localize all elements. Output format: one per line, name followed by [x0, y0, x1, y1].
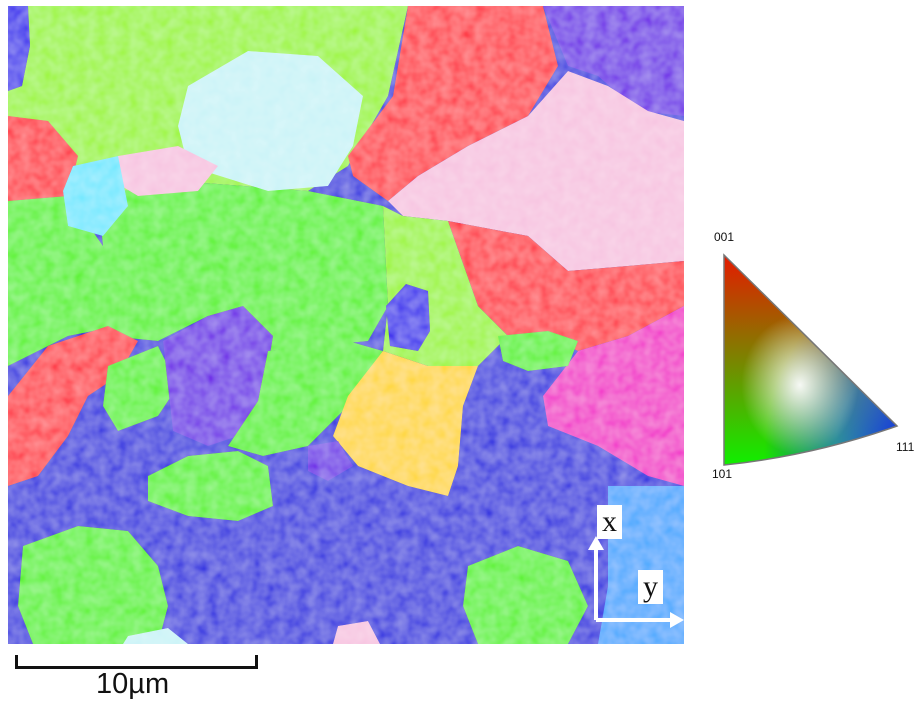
grain-violet-center-left [163, 306, 273, 446]
grain-green-bottom-left [18, 526, 168, 644]
scale-bar-label: 10µm [96, 668, 170, 700]
ipf-label-111: 111 [896, 440, 915, 454]
grain-pink-bottom [333, 621, 380, 644]
ebsd-orientation-map [8, 6, 684, 644]
x-axis-label: x [597, 505, 622, 539]
grain-green-left [8, 176, 118, 366]
grain-blue-small [386, 284, 430, 351]
grain-magenta-right [543, 306, 684, 486]
grain-green-mid-left [103, 346, 178, 431]
ipf-label-001: 001 [714, 230, 735, 244]
grain-violet-top-right [543, 6, 684, 116]
y-arrow-head-icon [670, 612, 684, 628]
grain-green-bottom-right [463, 546, 588, 644]
x-arrow-head-icon [588, 536, 604, 550]
grain-red-top [348, 6, 558, 201]
grain-light-cyan-top [178, 51, 363, 191]
grain-violet-small-bottom [308, 441, 353, 481]
grain-red-left [8, 326, 138, 486]
grain-pink-small [113, 146, 218, 196]
grain-green-center [98, 181, 388, 351]
grain-map-canvas [8, 6, 684, 644]
grain-cyan-left [63, 156, 128, 236]
scale-bar [15, 655, 258, 669]
y-axis-label: y [638, 570, 663, 604]
ipf-triangle [723, 253, 899, 466]
grain-green-center-low [228, 341, 383, 456]
grain-green-lower-left [148, 451, 273, 521]
ipf-label-101: 101 [712, 467, 733, 481]
grain-yellow-center [333, 351, 478, 496]
grain-red-corner [8, 116, 78, 201]
grain-light-cyan-bottom [123, 628, 188, 644]
axis-arrows [588, 536, 684, 628]
grain-red-right [448, 221, 684, 351]
grain-pink-large [388, 71, 684, 271]
grain-blue-corner [8, 6, 30, 91]
grain-green-small-right [498, 331, 578, 371]
ipf-color-key: 001 101 111 [712, 230, 921, 481]
